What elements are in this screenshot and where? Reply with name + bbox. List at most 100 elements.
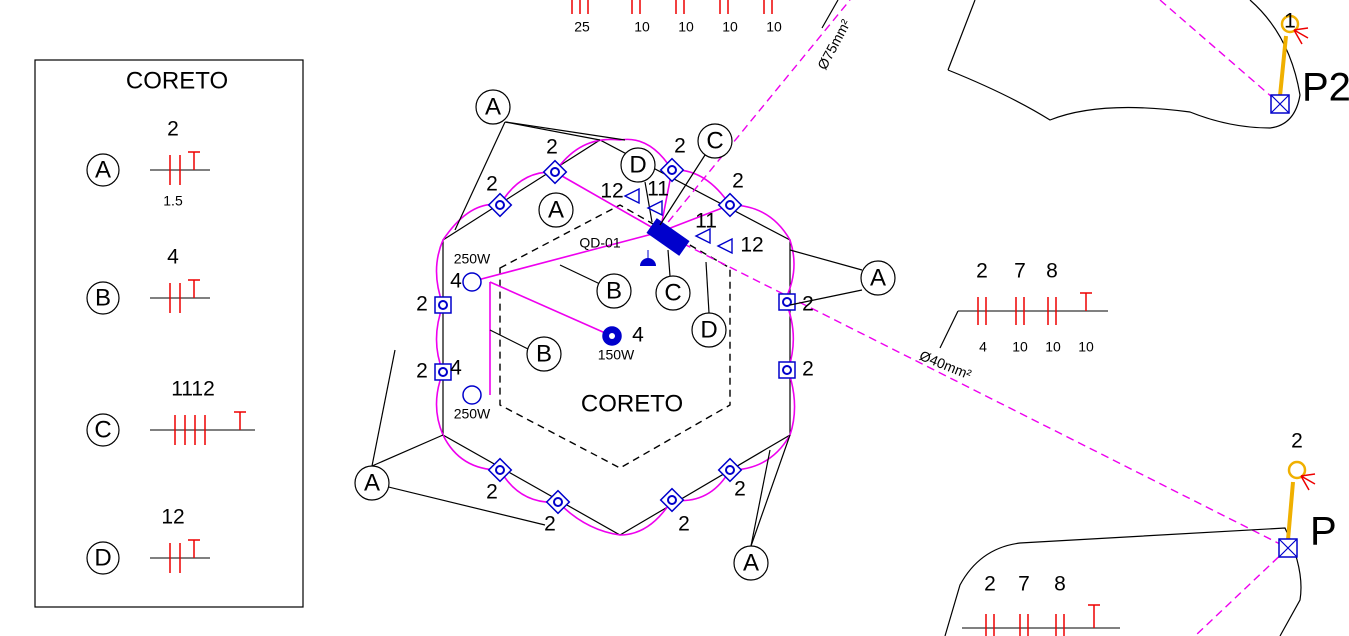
circuit-number: 12: [740, 234, 763, 257]
conduit-circuit: 8: [1054, 573, 1066, 596]
conduit-route: [1160, 0, 1280, 104]
circuit-tag: C: [94, 416, 111, 443]
conduit-circuit: 2: [976, 260, 988, 283]
conduit-count: 10: [678, 19, 694, 35]
pole-count: 2: [1291, 430, 1303, 453]
fixture-label: 2: [734, 478, 746, 501]
legend-count: 4: [167, 246, 179, 269]
fixture-label: 2: [486, 481, 498, 504]
fixture: [435, 364, 451, 380]
legend-count: 2: [167, 118, 179, 141]
pole-arm: [1280, 36, 1286, 96]
lamp-core: [609, 333, 615, 339]
plan: CORETO 21.54111212 QD-01 CORETO 1P22P 25…: [0, 0, 1349, 636]
lamp-circuit: 4: [632, 324, 644, 347]
conduit-circuit: 7: [1014, 260, 1026, 283]
circuit-tag: A: [364, 469, 380, 496]
circuit-tag: B: [536, 340, 552, 367]
fixture-label: 2: [802, 293, 814, 316]
panel: QD-01: [579, 218, 689, 266]
circuit-line: [470, 232, 660, 282]
pole-label: P2: [1302, 66, 1349, 110]
circuit-tag: D: [629, 151, 646, 178]
conduit-size: 10: [1078, 339, 1094, 355]
lamp-circuit: 4: [450, 357, 462, 380]
circuit-tag: A: [95, 156, 111, 183]
pole-site: [948, 0, 1300, 128]
legend-count: 1112: [171, 378, 215, 401]
ground-tick: [234, 412, 246, 430]
conduit-circuit: 7: [1018, 573, 1030, 596]
pole-count: 1: [1284, 10, 1296, 33]
pole-label: P: [1310, 510, 1337, 554]
conduit-diameter: Ø40mm²: [917, 347, 974, 382]
circuit-line: [490, 282, 612, 336]
fixture-label: 2: [486, 173, 498, 196]
circuit-tag: A: [870, 264, 886, 291]
circuit-tag: C: [664, 279, 681, 306]
circuit-tag: D: [700, 316, 717, 343]
conduit-circuit: 8: [1046, 260, 1058, 283]
circuit-tag: D: [94, 544, 111, 571]
leader: [560, 265, 600, 284]
light-rays: [1294, 28, 1308, 44]
fixture-label: 2: [674, 135, 686, 158]
ground-tick: [188, 540, 200, 558]
legend-size: 1.5: [163, 193, 183, 209]
legend-count: 12: [161, 506, 184, 529]
leader: [490, 330, 530, 350]
conduit-circuit: 2: [984, 573, 996, 596]
conduit-route: [660, 232, 1288, 548]
fixture: [661, 489, 684, 512]
conduit-diameter: Ø75mm²: [814, 16, 854, 72]
fixture-label: 2: [732, 170, 744, 193]
pole-arm: [1288, 482, 1293, 540]
lamp: [463, 386, 481, 404]
pole-site: [945, 528, 1301, 636]
ground-tick: [188, 152, 200, 170]
fixture: [435, 297, 451, 313]
area-label: CORETO: [581, 390, 683, 417]
ground-tick: [1080, 293, 1092, 311]
fixture-label: 2: [544, 513, 556, 536]
ground: [640, 258, 656, 266]
fixture: [779, 294, 795, 310]
leader: [668, 250, 670, 276]
leader: [940, 311, 958, 348]
conduit-size: 10: [1045, 339, 1061, 355]
conduit-count: 10: [634, 19, 650, 35]
fixture: [489, 194, 512, 217]
fixture-label: 2: [416, 293, 428, 316]
circuit-tag: A: [485, 93, 501, 120]
home-run-arrow: [625, 189, 639, 203]
leader: [372, 350, 395, 466]
fixture-label: 2: [546, 136, 558, 159]
lamp-circuit: 4: [450, 270, 462, 293]
conduit-route: [660, 0, 850, 232]
lamp-power: 150W: [598, 347, 635, 363]
lamp: [463, 273, 481, 291]
lamp-power: 250W: [454, 251, 491, 267]
ground-tick: [188, 280, 200, 298]
conduit-count: 25: [574, 19, 590, 35]
conduit-count: 10: [766, 19, 782, 35]
conduit-size: 10: [1012, 339, 1028, 355]
circuit-tag: C: [706, 127, 723, 154]
fixture-label: 2: [416, 360, 428, 383]
home-run-arrow: [718, 239, 732, 253]
leader: [790, 250, 862, 270]
fixture: [779, 362, 795, 378]
circuit-number: 11: [695, 210, 717, 233]
circuit-number: 12: [600, 180, 623, 203]
circuit-tag: A: [743, 549, 759, 576]
circuit-tag: B: [606, 277, 622, 304]
circuit-tag: B: [95, 284, 111, 311]
feeder-lines: [470, 0, 1288, 636]
ground-tick: [1088, 605, 1100, 628]
circuit-tag: A: [548, 196, 564, 223]
conduit-count: 10: [722, 19, 738, 35]
conduit-size: 4: [979, 339, 987, 355]
leader: [706, 262, 709, 313]
legend-items: 2 1.5 4 1112 12: [150, 118, 255, 573]
circuit-number: 11: [647, 178, 669, 201]
